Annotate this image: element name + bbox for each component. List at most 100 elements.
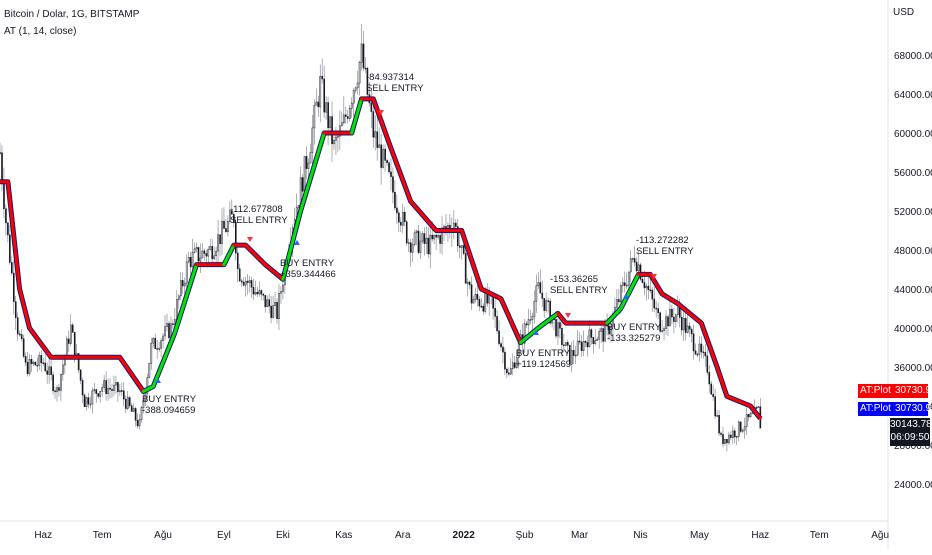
candle-body	[93, 389, 96, 392]
candle-body	[42, 362, 45, 364]
candle-body	[633, 258, 636, 263]
candle-body	[358, 62, 361, 84]
candle-body	[85, 397, 88, 408]
x-tick-label: Ağu	[871, 530, 889, 541]
at-plot-segment	[676, 302, 703, 325]
candle-body	[504, 351, 506, 370]
candle-body	[390, 171, 392, 177]
candle-body	[329, 116, 331, 129]
candle-body	[221, 220, 223, 244]
candle-body	[22, 338, 25, 357]
candle-body	[58, 387, 60, 391]
x-tick-label: Haz	[34, 530, 52, 541]
candle-body	[610, 326, 612, 335]
candle-body	[233, 214, 235, 223]
candle-body	[659, 312, 661, 332]
signal-annotation-text: -84.937314	[366, 72, 414, 83]
signal-annotation-text: +119.124569	[516, 359, 571, 370]
candle-body	[567, 342, 569, 346]
candle-body	[229, 210, 231, 222]
candle-body	[7, 222, 9, 236]
candle-body	[443, 226, 445, 229]
candle-body	[319, 75, 322, 108]
candle-body	[77, 353, 80, 371]
candle-body	[345, 114, 347, 117]
candle-body	[26, 362, 29, 374]
candle-body	[236, 252, 239, 270]
x-tick-label: May	[690, 530, 709, 541]
candle-body	[698, 343, 701, 355]
candle-body	[124, 398, 127, 409]
candle-body	[384, 148, 386, 161]
candle-body	[541, 292, 544, 299]
candle-body	[529, 319, 532, 321]
candle-body	[327, 102, 329, 129]
candle-body	[213, 255, 215, 259]
candle-body	[623, 282, 626, 286]
candle-body	[260, 290, 263, 295]
candle-body	[478, 299, 481, 307]
candle-body	[568, 344, 571, 365]
time-axis[interactable]: Haz Tem Ağu Eyl Eki Kas Ara 2022 Şub Mar Nis May Haz…	[34, 530, 889, 541]
candle-body	[178, 295, 180, 300]
candle-body	[69, 324, 72, 344]
candle-body	[272, 305, 274, 318]
candle-body	[594, 340, 597, 344]
candle-body	[692, 333, 695, 352]
sell-arrow-icon	[565, 313, 571, 318]
candle-body	[745, 414, 748, 427]
candle-body	[348, 108, 351, 119]
signal-annotation-text: BUY ENTRY	[516, 348, 571, 359]
candle-body	[335, 136, 337, 141]
at-plot-segment	[118, 355, 145, 393]
candle-body	[531, 316, 534, 320]
at-plot-segment	[299, 131, 326, 213]
candle-body	[376, 131, 379, 148]
candle-body	[734, 430, 736, 438]
signal-annotation-text: -112.677808	[230, 204, 283, 215]
candle-body	[231, 210, 233, 215]
candle-body	[97, 393, 100, 397]
candle-body	[749, 413, 752, 418]
x-tick-label: 2022	[453, 530, 476, 541]
candle-body	[682, 318, 685, 331]
candle-body	[219, 234, 221, 244]
candle-body	[533, 300, 536, 317]
candle-body	[341, 122, 343, 127]
at-plot-red-label: AT:Plot	[860, 385, 891, 396]
y-tick-label: 44000.00	[894, 285, 932, 296]
candle-body	[425, 237, 428, 244]
x-tick-label: Tem	[810, 530, 829, 541]
candle-body	[739, 421, 742, 432]
candle-body	[441, 227, 443, 244]
candle-body	[696, 353, 699, 356]
candle-body	[199, 257, 202, 262]
candle-body	[156, 348, 159, 350]
signal-markers-layer	[155, 110, 657, 383]
candle-body	[217, 234, 219, 252]
candle-body	[592, 337, 595, 344]
candle-body	[482, 305, 485, 312]
candle-body	[671, 308, 673, 318]
candle-body	[18, 333, 21, 336]
candle-body	[702, 351, 705, 354]
candle-body	[439, 235, 441, 244]
candle-body	[700, 343, 703, 353]
candle-body	[557, 322, 559, 337]
candle-body	[378, 144, 381, 148]
y-tick-label: 40000.00	[894, 324, 932, 335]
candle-body	[576, 340, 579, 356]
candle-body	[276, 302, 278, 320]
candle-body	[679, 307, 681, 318]
candle-body	[720, 432, 722, 435]
candle-body	[164, 326, 166, 337]
candle-body	[28, 359, 31, 374]
signal-annotation-text: BUY ENTRY	[142, 394, 197, 405]
candle-body	[596, 338, 599, 341]
candle-body	[282, 284, 284, 292]
y-tick-label: 68000.00	[894, 51, 932, 62]
candle-body	[716, 415, 718, 417]
last-price-badge: 30143.78 06:09:50	[890, 418, 932, 446]
